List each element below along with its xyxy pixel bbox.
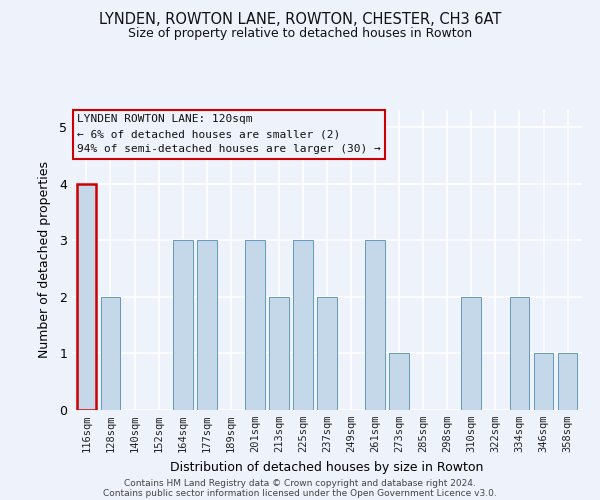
Bar bbox=[197, 240, 217, 410]
Bar bbox=[317, 297, 337, 410]
Bar bbox=[293, 240, 313, 410]
Text: Contains HM Land Registry data © Crown copyright and database right 2024.: Contains HM Land Registry data © Crown c… bbox=[124, 478, 476, 488]
Bar bbox=[269, 297, 289, 410]
Bar bbox=[101, 297, 121, 410]
Bar bbox=[533, 354, 553, 410]
X-axis label: Distribution of detached houses by size in Rowton: Distribution of detached houses by size … bbox=[170, 460, 484, 473]
Text: LYNDEN, ROWTON LANE, ROWTON, CHESTER, CH3 6AT: LYNDEN, ROWTON LANE, ROWTON, CHESTER, CH… bbox=[99, 12, 501, 28]
Bar bbox=[173, 240, 193, 410]
Text: Contains public sector information licensed under the Open Government Licence v3: Contains public sector information licen… bbox=[103, 488, 497, 498]
Y-axis label: Number of detached properties: Number of detached properties bbox=[38, 162, 51, 358]
Text: Size of property relative to detached houses in Rowton: Size of property relative to detached ho… bbox=[128, 28, 472, 40]
Bar bbox=[509, 297, 529, 410]
Text: LYNDEN ROWTON LANE: 120sqm
← 6% of detached houses are smaller (2)
94% of semi-d: LYNDEN ROWTON LANE: 120sqm ← 6% of detac… bbox=[77, 114, 381, 154]
Bar bbox=[461, 297, 481, 410]
Bar bbox=[77, 184, 96, 410]
Bar bbox=[245, 240, 265, 410]
Bar bbox=[558, 354, 577, 410]
Bar bbox=[389, 354, 409, 410]
Bar bbox=[365, 240, 385, 410]
